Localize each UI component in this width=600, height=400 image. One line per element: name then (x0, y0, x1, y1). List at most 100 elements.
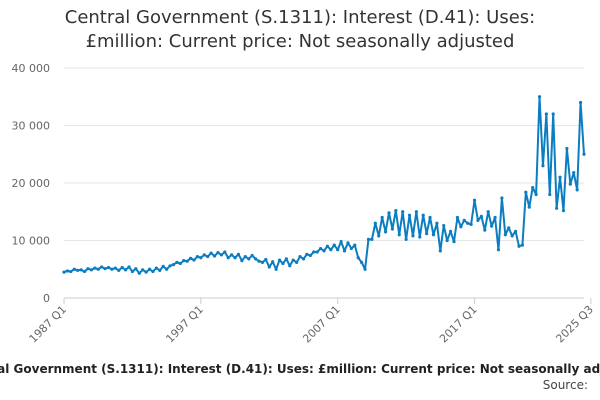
data-point (428, 215, 432, 220)
data-point (469, 222, 473, 226)
data-point (301, 257, 306, 261)
data-point (353, 243, 357, 247)
data-point (62, 270, 66, 274)
data-point (106, 265, 111, 270)
x-tick-label: 2017 Q1 (437, 303, 480, 346)
data-point (89, 268, 93, 272)
data-point (360, 260, 364, 264)
data-point (103, 267, 107, 271)
footer-series-title: Central Government (S.1311): Interest (D… (0, 361, 600, 377)
y-tick-label: 40 000 (12, 62, 51, 75)
data-point (284, 257, 288, 261)
data-point (165, 267, 169, 271)
data-point (312, 250, 316, 254)
data-point (397, 233, 401, 237)
data-point (510, 234, 514, 238)
data-point (305, 252, 309, 256)
data-point (144, 270, 148, 274)
data-point (435, 221, 439, 225)
x-tick-label: 2007 Q1 (300, 303, 343, 346)
chart-title: Central Government (S.1311): Interest (D… (0, 6, 600, 54)
data-point (127, 265, 131, 269)
data-point (240, 259, 244, 263)
data-point (161, 264, 165, 268)
data-point (561, 209, 566, 213)
x-tick-label: 2025 Q3 (553, 303, 596, 346)
data-point (93, 266, 97, 270)
data-point (182, 259, 186, 263)
data-point (277, 258, 282, 262)
data-point (455, 215, 460, 220)
data-point (271, 260, 275, 264)
data-point (206, 255, 210, 259)
data-point (459, 225, 463, 229)
source-label: Source: (542, 378, 588, 392)
data-point (349, 246, 353, 251)
data-point (336, 248, 340, 252)
data-point (339, 240, 343, 244)
data-point (363, 267, 367, 271)
data-point (404, 237, 408, 241)
data-point (171, 263, 176, 267)
data-point (445, 238, 449, 243)
data-point (380, 215, 384, 220)
footer-series-title-text: Central Government (S.1311): Interest (D… (0, 362, 600, 376)
data-point (332, 243, 336, 247)
data-point (76, 268, 80, 272)
data-point (565, 146, 569, 151)
data-point (233, 256, 237, 260)
data-point (243, 255, 247, 259)
data-point (558, 175, 562, 179)
data-point (411, 234, 415, 238)
data-point (401, 210, 405, 214)
data-point (178, 261, 182, 266)
data-point (551, 112, 555, 116)
data-point (575, 188, 579, 192)
data-point (141, 268, 145, 272)
data-point (123, 268, 128, 272)
data-point (147, 267, 152, 271)
data-point (267, 265, 271, 269)
x-tick-label: 1987 Q1 (27, 303, 70, 346)
data-point (541, 164, 545, 168)
data-point (236, 252, 241, 256)
data-point (548, 192, 552, 197)
data-point (134, 267, 138, 271)
chart-title-line-2: £million: Current price: Not seasonally … (85, 31, 515, 52)
data-point (452, 240, 456, 244)
data-point (86, 267, 90, 271)
data-point (490, 224, 494, 228)
data-point (568, 182, 572, 186)
data-point (431, 233, 436, 237)
data-point (260, 260, 265, 264)
data-point (342, 249, 347, 253)
data-point (137, 271, 141, 275)
data-point (257, 259, 261, 263)
data-point (192, 258, 196, 262)
data-point (100, 265, 104, 269)
data-point (202, 253, 206, 257)
data-point (315, 250, 319, 254)
data-point (483, 228, 487, 232)
data-point (188, 256, 193, 260)
chart-title-line-1: Central Government (S.1311): Interest (D… (64, 7, 536, 28)
data-point (185, 259, 189, 263)
data-point (154, 266, 158, 270)
data-point (219, 253, 223, 257)
data-point (425, 232, 429, 236)
x-tick-label: 1997 Q1 (163, 303, 206, 346)
data-point (373, 221, 377, 225)
data-point (513, 229, 518, 233)
data-point (414, 210, 418, 214)
data-point (578, 100, 583, 105)
data-point (448, 229, 453, 233)
data-point (472, 198, 477, 202)
data-point (318, 246, 323, 251)
data-point (298, 255, 302, 259)
data-point (366, 237, 371, 241)
data-point (534, 192, 538, 197)
data-point (117, 268, 121, 272)
data-point (329, 248, 333, 252)
data-point (572, 171, 576, 175)
